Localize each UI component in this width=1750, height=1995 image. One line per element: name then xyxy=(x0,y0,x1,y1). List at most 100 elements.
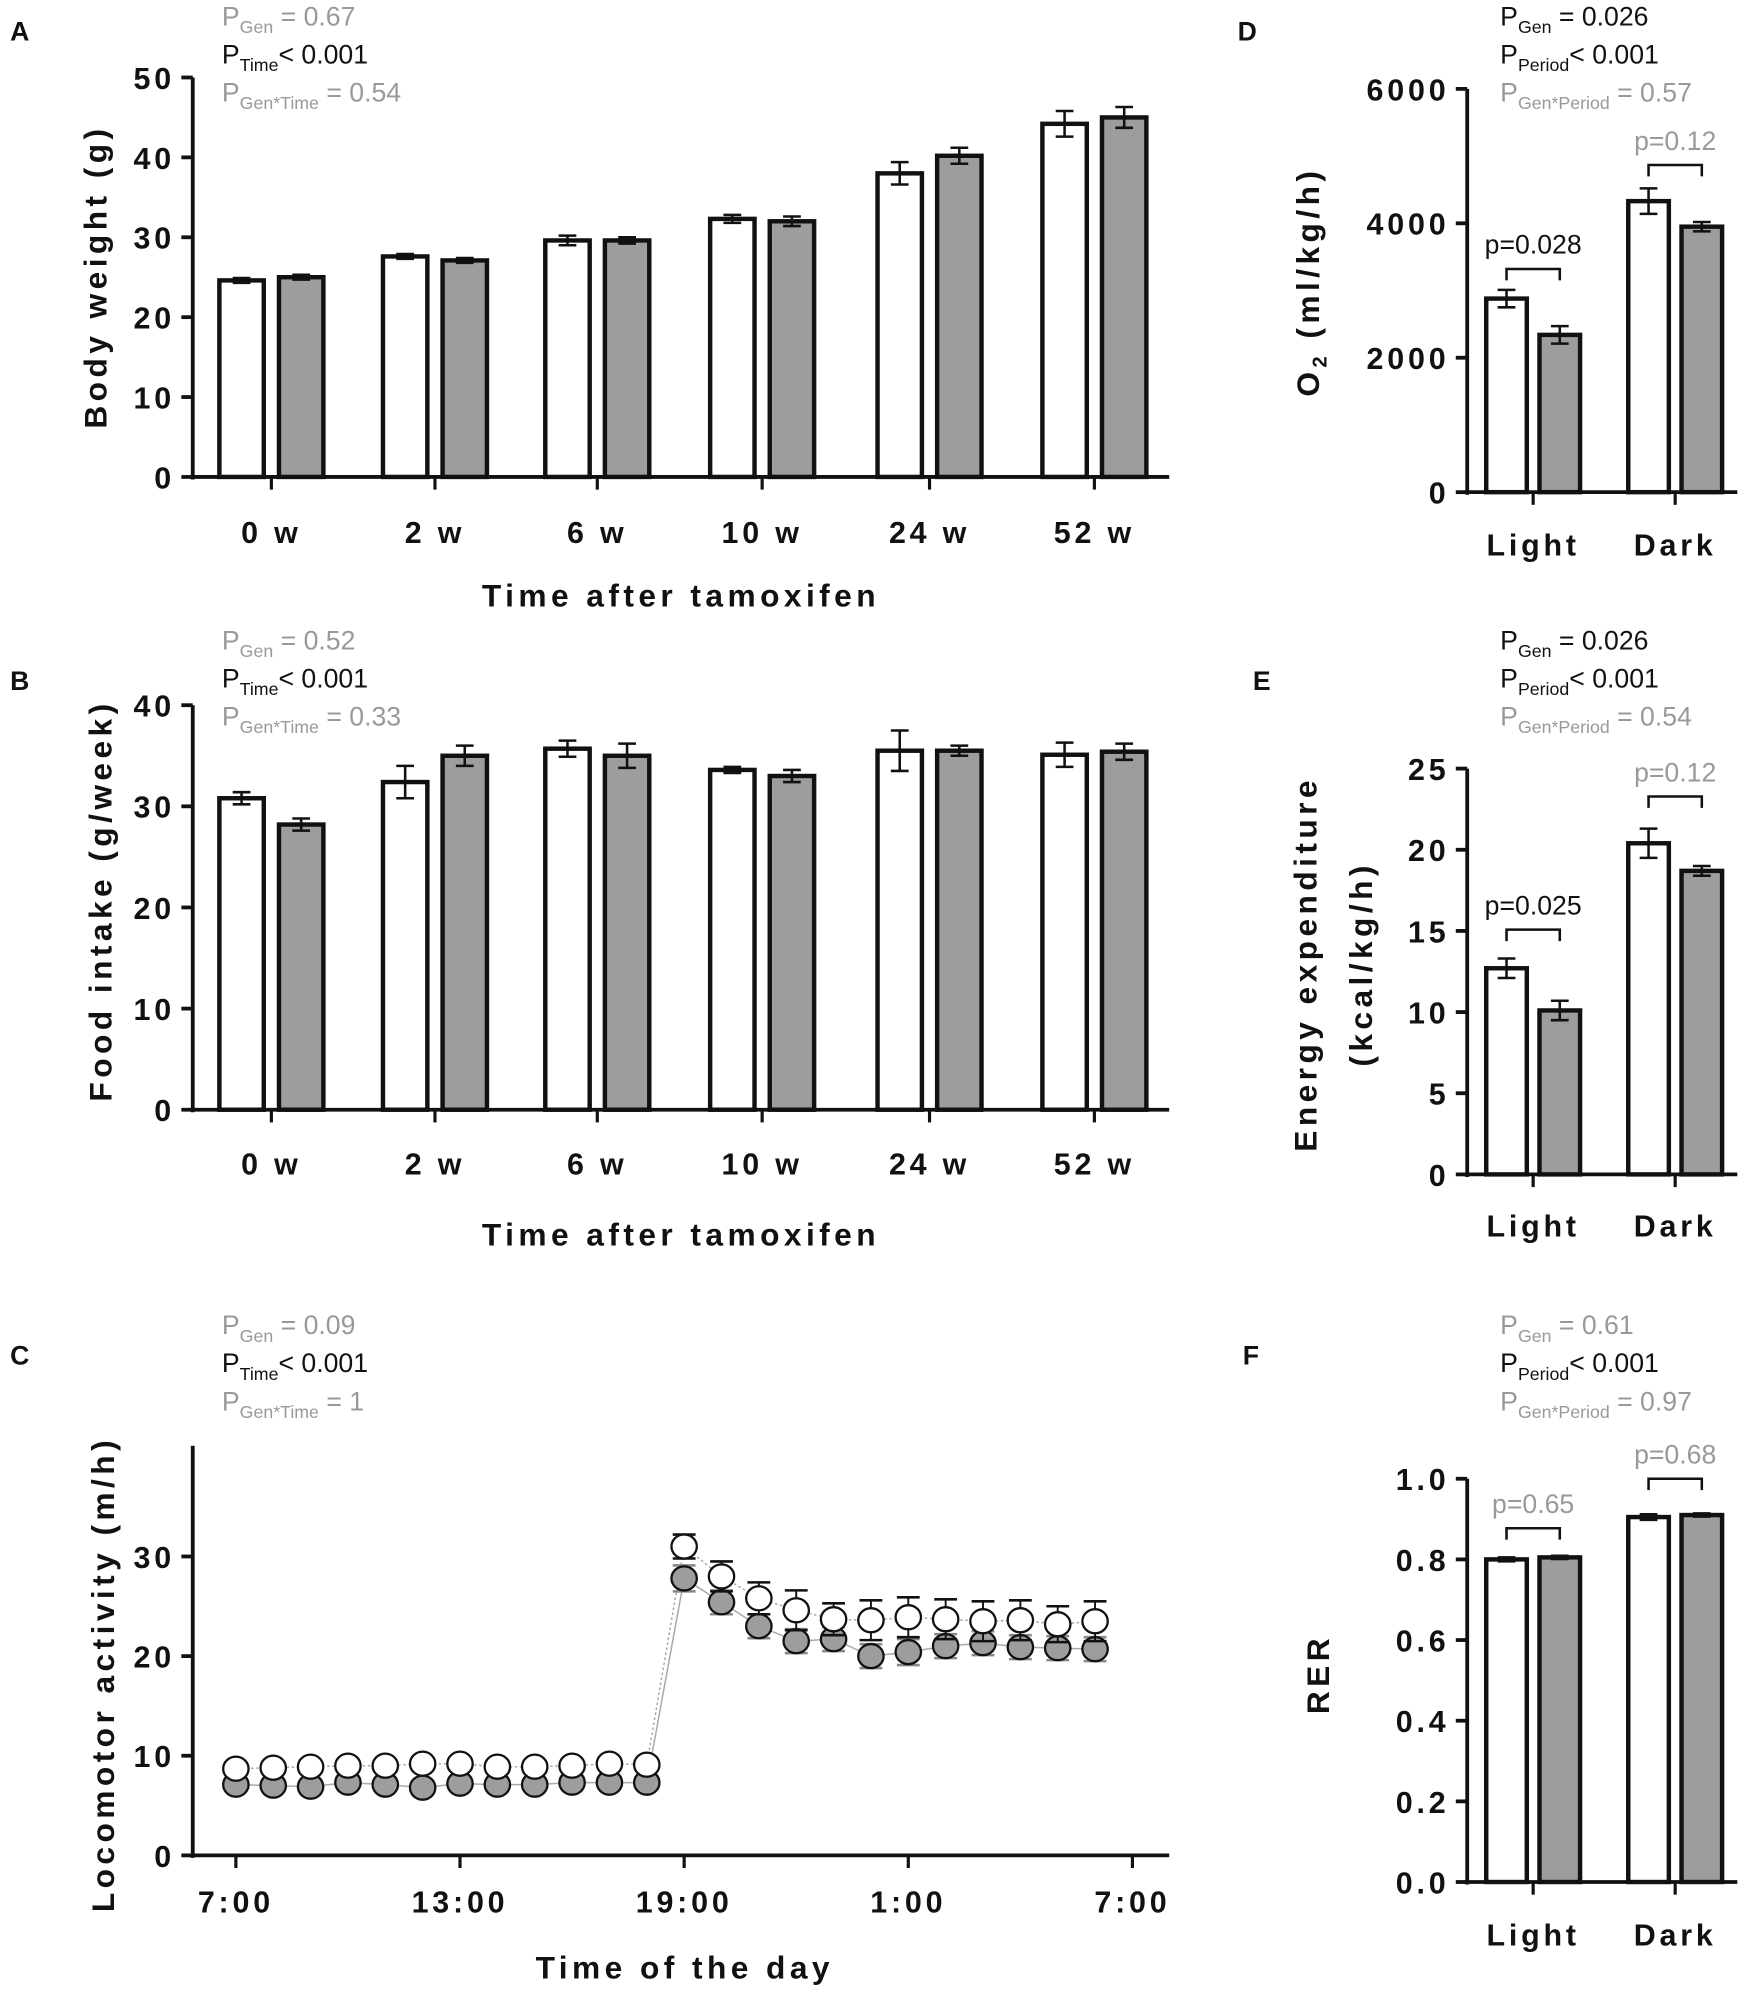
data-point-open xyxy=(222,1755,250,1782)
comparison-bracket xyxy=(1505,928,1562,942)
stat-sub: Gen*Time xyxy=(240,717,319,737)
bar-filled xyxy=(1679,224,1725,495)
bar-filled xyxy=(1099,115,1149,480)
comparison-bracket xyxy=(1505,1526,1562,1540)
bar-filled xyxy=(602,753,652,1112)
stat-value: < 0.001 xyxy=(278,40,368,70)
stat-sub: Gen xyxy=(1518,641,1552,661)
stat-p: P xyxy=(1500,1348,1518,1378)
data-point-open xyxy=(969,1608,997,1635)
y-title-sub: 2 xyxy=(1309,352,1331,368)
bar-open xyxy=(380,779,430,1112)
stat-sub: Time xyxy=(240,1364,279,1384)
bar-open xyxy=(707,216,757,480)
data-point-open xyxy=(446,1750,474,1777)
y-tick-label: 10 xyxy=(134,381,175,415)
bar-filled xyxy=(440,753,490,1112)
stat-line: PGen*Time = 0.54 xyxy=(222,78,401,114)
y-axis-title: Body weight (g) xyxy=(78,124,114,428)
stat-p: P xyxy=(1500,78,1518,108)
x-axis-title: Time of the day xyxy=(536,1949,834,1985)
stat-sub: Time xyxy=(240,55,279,75)
data-point-open xyxy=(1081,1608,1109,1635)
stat-line: PPeriod< 0.001 xyxy=(1500,663,1659,699)
panel-label: E xyxy=(1253,666,1271,696)
y-tick-label: 5 xyxy=(1429,1078,1450,1112)
stat-p: P xyxy=(1500,625,1518,655)
comparison-p-value: p=0.025 xyxy=(1485,890,1582,920)
panel-label: C xyxy=(10,1341,29,1371)
stat-p: P xyxy=(1500,1386,1518,1416)
y-axis-title: Energy expenditure xyxy=(1287,776,1323,1152)
y-tick-label: 0.2 xyxy=(1396,1786,1450,1820)
bar-filled xyxy=(767,219,817,480)
x-tick-label: 7:00 xyxy=(1094,1885,1170,1919)
x-tick-label: 24 w xyxy=(889,1147,970,1181)
data-point-filled xyxy=(745,1613,773,1640)
comparison-p-value: p=0.68 xyxy=(1634,1440,1716,1470)
data-point-open xyxy=(483,1753,512,1780)
stat-p: P xyxy=(1500,40,1518,70)
data-point-filled xyxy=(670,1565,698,1592)
x-tick-label: Dark xyxy=(1634,1210,1717,1244)
stat-p: P xyxy=(1500,1,1518,31)
bar-open xyxy=(875,748,925,1112)
y-tick-label: 10 xyxy=(1408,996,1449,1030)
x-tick-label: 0 w xyxy=(241,1147,301,1181)
stat-line: PGen*Period = 0.97 xyxy=(1500,1386,1692,1422)
y-tick-label: 40 xyxy=(134,142,175,176)
stat-line: PGen = 0.61 xyxy=(1500,1310,1633,1346)
y-tick-label: 0 xyxy=(1429,1159,1450,1193)
data-point-open xyxy=(520,1753,549,1780)
stat-value: = 0.026 xyxy=(1552,1,1649,31)
x-tick-label: Dark xyxy=(1634,529,1717,563)
y-tick-label: 2000 xyxy=(1367,342,1450,376)
bar-open xyxy=(1040,752,1089,1112)
y-tick-label: 30 xyxy=(134,1541,175,1575)
bar-filled xyxy=(934,748,984,1112)
y-tick-label: 0.8 xyxy=(1396,1544,1450,1578)
stat-line: PGen*Time = 0.33 xyxy=(222,701,401,737)
data-point-open xyxy=(595,1750,624,1777)
bar-filled xyxy=(1679,868,1725,1177)
stat-line: PPeriod< 0.001 xyxy=(1500,1348,1659,1384)
stat-p: P xyxy=(222,1,240,31)
stat-value: = 0.61 xyxy=(1552,1310,1634,1340)
x-tick-label: 6 w xyxy=(567,516,627,550)
y-tick-label: 1.0 xyxy=(1396,1463,1450,1497)
comparison-p-value: p=0.12 xyxy=(1634,757,1716,787)
y-tick-label: 0 xyxy=(154,461,175,495)
bar-filled xyxy=(934,153,984,480)
series-line-filled xyxy=(235,1577,1096,1789)
stat-sub: Gen*Time xyxy=(240,93,319,113)
stat-sub: Period xyxy=(1518,679,1569,699)
x-tick-label: 19:00 xyxy=(636,1885,733,1919)
stat-line: PGen = 0.026 xyxy=(1500,625,1648,661)
y-tick-label: 0.4 xyxy=(1396,1705,1450,1739)
stat-p: P xyxy=(222,1348,240,1378)
stat-value: < 0.001 xyxy=(1569,663,1659,693)
y-tick-label: 15 xyxy=(1408,915,1449,949)
stat-value: = 0.97 xyxy=(1610,1386,1692,1416)
stat-line: PTime< 0.001 xyxy=(222,663,368,699)
y-tick-label: 40 xyxy=(134,690,175,724)
data-point-open xyxy=(371,1752,400,1779)
y-tick-label: 20 xyxy=(134,1641,175,1675)
x-tick-label: 7:00 xyxy=(198,1885,274,1919)
y-tick-label: 6000 xyxy=(1367,73,1450,107)
stat-sub: Time xyxy=(240,679,279,699)
stat-p: P xyxy=(222,663,240,693)
x-tick-label: 6 w xyxy=(567,1147,627,1181)
y-axis-title: Locomotor activity (m/h) xyxy=(85,1436,121,1912)
y-axis-title: Food intake (g/week) xyxy=(83,699,119,1101)
bar-open xyxy=(543,238,592,480)
series-line-open xyxy=(235,1545,1096,1770)
x-axis-title: Time after tamoxifen xyxy=(482,577,880,613)
bar-open xyxy=(1626,198,1672,495)
bar-open xyxy=(543,746,592,1112)
y-axis-title: O2 (ml/kg/h) xyxy=(1290,167,1332,397)
data-point-open xyxy=(670,1533,698,1560)
data-point-open xyxy=(1043,1611,1072,1638)
comparison-p-value: p=0.028 xyxy=(1485,230,1582,260)
